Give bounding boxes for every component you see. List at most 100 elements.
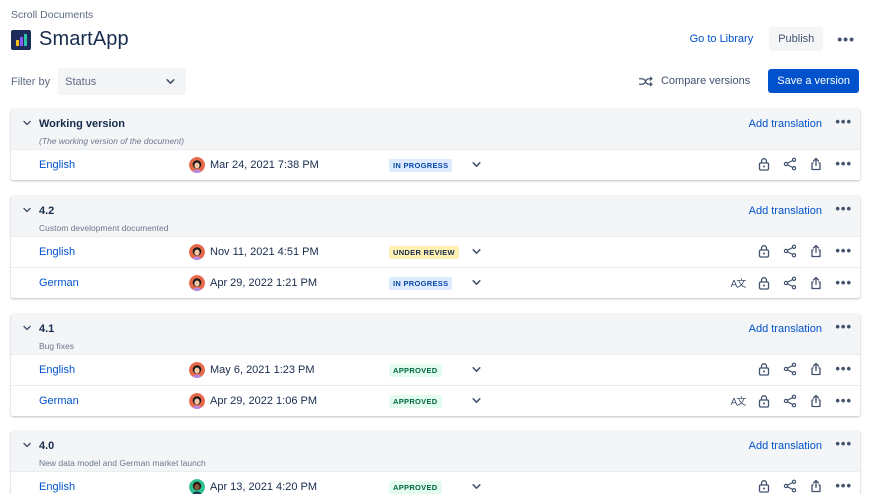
add-translation-button[interactable]: Add translation [748, 323, 822, 335]
status-badge: IN PROGRESS [389, 277, 453, 290]
share-icon[interactable] [783, 362, 797, 376]
version-card-4-2: 4.2 Custom development documented Add tr… [11, 196, 860, 298]
lock-icon[interactable] [757, 157, 771, 171]
collapse-chevron-icon[interactable] [22, 205, 32, 215]
language-link[interactable]: English [39, 481, 76, 493]
chevron-down-icon [165, 76, 176, 87]
page-title: SmartApp [39, 28, 129, 50]
more-options-icon[interactable]: ••• [835, 114, 852, 129]
version-header: 4.2 Custom development documented Add tr… [11, 196, 860, 236]
translate-icon[interactable]: A文 [730, 279, 747, 290]
more-options-icon[interactable]: ••• [835, 478, 852, 493]
language-link[interactable]: German [39, 395, 79, 407]
version-description: Custom development documented [39, 223, 169, 233]
modified-date: Mar 24, 2021 7:38 PM [210, 159, 319, 171]
more-options-icon[interactable]: ••• [835, 319, 852, 334]
language-link[interactable]: English [39, 246, 76, 258]
more-options-icon[interactable]: ••• [835, 436, 852, 451]
avatar [189, 275, 205, 291]
filter-bar: Filter by Status [11, 68, 187, 95]
export-icon[interactable] [809, 362, 823, 376]
export-icon[interactable] [809, 244, 823, 258]
share-icon[interactable] [783, 157, 797, 171]
modified-date: May 6, 2021 1:23 PM [210, 364, 315, 376]
go-to-library-button[interactable]: Go to Library [689, 33, 754, 45]
version-description: New data model and German market launch [39, 458, 206, 468]
status-dropdown-chevron-icon[interactable] [471, 481, 482, 492]
version-title: 4.2 [39, 205, 55, 217]
version-title: Working version [39, 118, 125, 130]
status-dropdown-chevron-icon[interactable] [471, 159, 482, 170]
version-actions: Compare versions Save a version [638, 69, 859, 93]
save-version-button[interactable]: Save a version [768, 69, 859, 93]
share-icon[interactable] [783, 479, 797, 493]
lock-icon[interactable] [757, 276, 771, 290]
more-options-icon[interactable]: ••• [835, 361, 852, 376]
row-actions: A文 ••• [730, 392, 852, 409]
translation-row: English Nov 11, 2021 4:51 PM UNDER REVIE… [11, 236, 860, 267]
translation-row: English May 6, 2021 1:23 PM APPROVED ••• [11, 354, 860, 385]
row-actions: A文 ••• [730, 274, 852, 291]
lock-icon[interactable] [757, 394, 771, 408]
publish-button[interactable]: Publish [769, 27, 824, 51]
export-icon[interactable] [809, 394, 823, 408]
more-options-icon[interactable]: ••• [835, 201, 852, 216]
status-filter-value: Status [65, 75, 97, 88]
status-dropdown-chevron-icon[interactable] [471, 277, 482, 288]
language-link[interactable]: German [39, 277, 79, 289]
translation-row: German Apr 29, 2022 1:21 PM IN PROGRESS … [11, 267, 860, 298]
collapse-chevron-icon[interactable] [22, 323, 32, 333]
avatar [189, 479, 205, 494]
status-dropdown-chevron-icon[interactable] [471, 246, 482, 257]
modified-date: Nov 11, 2021 4:51 PM [210, 246, 319, 258]
status-badge: UNDER REVIEW [389, 246, 459, 259]
app-logo-icon [11, 29, 31, 50]
share-icon[interactable] [783, 276, 797, 290]
avatar [189, 157, 205, 173]
version-header: 4.0 New data model and German market lau… [11, 431, 860, 471]
export-icon[interactable] [809, 479, 823, 493]
language-link[interactable]: English [39, 364, 76, 376]
lock-icon[interactable] [757, 244, 771, 258]
status-badge: IN PROGRESS [389, 159, 453, 172]
version-description: Bug fixes [39, 341, 74, 351]
translation-row: English Mar 24, 2021 7:38 PM IN PROGRESS… [11, 149, 860, 180]
add-translation-button[interactable]: Add translation [748, 440, 822, 452]
breadcrumb[interactable]: Scroll Documents [11, 9, 94, 21]
add-translation-button[interactable]: Add translation [748, 118, 822, 130]
modified-date: Apr 13, 2021 4:20 PM [210, 481, 318, 493]
version-header: 4.1 Bug fixes Add translation ••• [11, 314, 860, 354]
shuffle-icon [638, 76, 653, 87]
language-link[interactable]: English [39, 159, 76, 171]
collapse-chevron-icon[interactable] [22, 440, 32, 450]
row-actions: ••• [757, 244, 852, 258]
more-options-icon[interactable]: ••• [835, 156, 852, 171]
more-options-icon[interactable]: ••• [835, 274, 852, 290]
row-actions: ••• [757, 479, 852, 493]
translate-icon[interactable]: A文 [730, 397, 747, 408]
filter-label: Filter by [11, 75, 51, 88]
share-icon[interactable] [783, 394, 797, 408]
more-options-icon[interactable]: ••• [837, 31, 855, 47]
avatar [189, 362, 205, 378]
compare-versions-button[interactable]: Compare versions [638, 75, 750, 87]
modified-date: Apr 29, 2022 1:06 PM [210, 395, 318, 407]
share-icon[interactable] [783, 244, 797, 258]
version-card-4-1: 4.1 Bug fixes Add translation ••• Englis… [11, 314, 860, 416]
version-header: Working version (The working version of … [11, 109, 860, 149]
add-translation-button[interactable]: Add translation [748, 205, 822, 217]
export-icon[interactable] [809, 276, 823, 290]
modified-date: Apr 29, 2022 1:21 PM [210, 277, 318, 289]
row-actions: ••• [757, 157, 852, 171]
status-dropdown-chevron-icon[interactable] [471, 395, 482, 406]
more-options-icon[interactable]: ••• [835, 392, 852, 408]
row-actions: ••• [757, 362, 852, 376]
more-options-icon[interactable]: ••• [835, 243, 852, 258]
lock-icon[interactable] [757, 479, 771, 493]
lock-icon[interactable] [757, 362, 771, 376]
export-icon[interactable] [809, 157, 823, 171]
status-filter-select[interactable]: Status [58, 68, 187, 95]
status-dropdown-chevron-icon[interactable] [471, 364, 482, 375]
translation-row: English Apr 13, 2021 4:20 PM APPROVED ••… [11, 471, 860, 494]
collapse-chevron-icon[interactable] [22, 118, 32, 128]
